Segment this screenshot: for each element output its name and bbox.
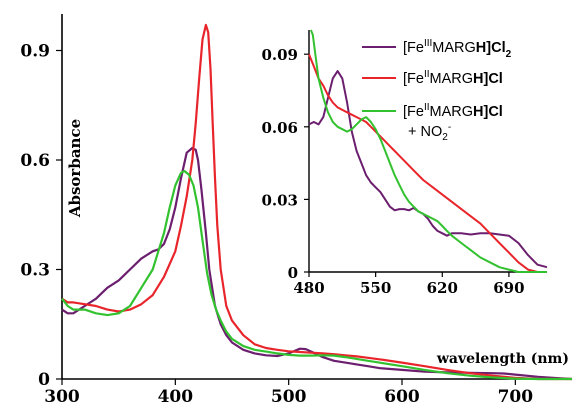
legend-item-fe3: [FeIIIMARGH]Cl2 [362, 38, 512, 60]
legend: [FeIIIMARGH]Cl2 [FeIIMARGH]Cl [FeIIMARGH… [362, 38, 512, 143]
inset-y-tick-label: 0 [288, 264, 298, 282]
legend-label-fe2no2-line2: + NO2- [408, 122, 451, 143]
main-plot: 300 400 500 600 700 0 0.3 0.6 0.9 Absorbance wav… [20, 14, 573, 407]
main-y-title: Absorbance [66, 119, 84, 218]
inset-x-tick-label: 690 [493, 279, 524, 297]
inset-background [309, 30, 547, 272]
main-series-fe2 [61, 23, 572, 381]
main-x-tick-label: 700 [498, 387, 534, 407]
main-x-tick-label: 400 [158, 387, 194, 407]
inset-plot: 480 550 620 690 0 0.03 0.06 0.09 [FeIIIMARGH]Cl… [261, 29, 548, 297]
legend-item-fe2no2: [FeIIMARGH]Cl + NO2- [362, 102, 503, 143]
main-y-tick-label: 0.6 [20, 151, 50, 171]
inset-x-tick-label: 480 [293, 279, 324, 297]
inset-y-tick-label: 0.03 [261, 191, 298, 209]
inset-series-fe3 [308, 70, 548, 269]
inset-x-tick-label: 620 [427, 279, 458, 297]
legend-label-fe2: [FeIIMARGH]Cl [403, 69, 503, 87]
main-x-tick-label: 600 [384, 387, 420, 407]
legend-label-fe3: [FeIIIMARGH]Cl2 [403, 38, 512, 60]
main-series-fe3 [61, 146, 573, 381]
main-y-tick-label: 0.3 [20, 261, 50, 281]
inset-series-fe2 [308, 53, 547, 273]
main-x-tick-label: 300 [44, 387, 80, 407]
inset-x-tick-label: 550 [360, 279, 391, 297]
inset-series-fe2no2 [309, 29, 547, 273]
main-series-fe2no2 [61, 169, 572, 381]
inset-y-tick-label: 0.06 [261, 119, 298, 137]
legend-item-fe2: [FeIIMARGH]Cl [362, 69, 503, 87]
main-x-title: wavelength (nm) [436, 351, 569, 367]
main-x-tick-label: 500 [271, 387, 307, 407]
main-y-tick-label: 0 [38, 370, 50, 390]
inset-y-tick-label: 0.09 [261, 46, 298, 64]
main-y-tick-label: 0.9 [20, 42, 50, 62]
legend-label-fe2no2: [FeIIMARGH]Cl [403, 102, 503, 120]
